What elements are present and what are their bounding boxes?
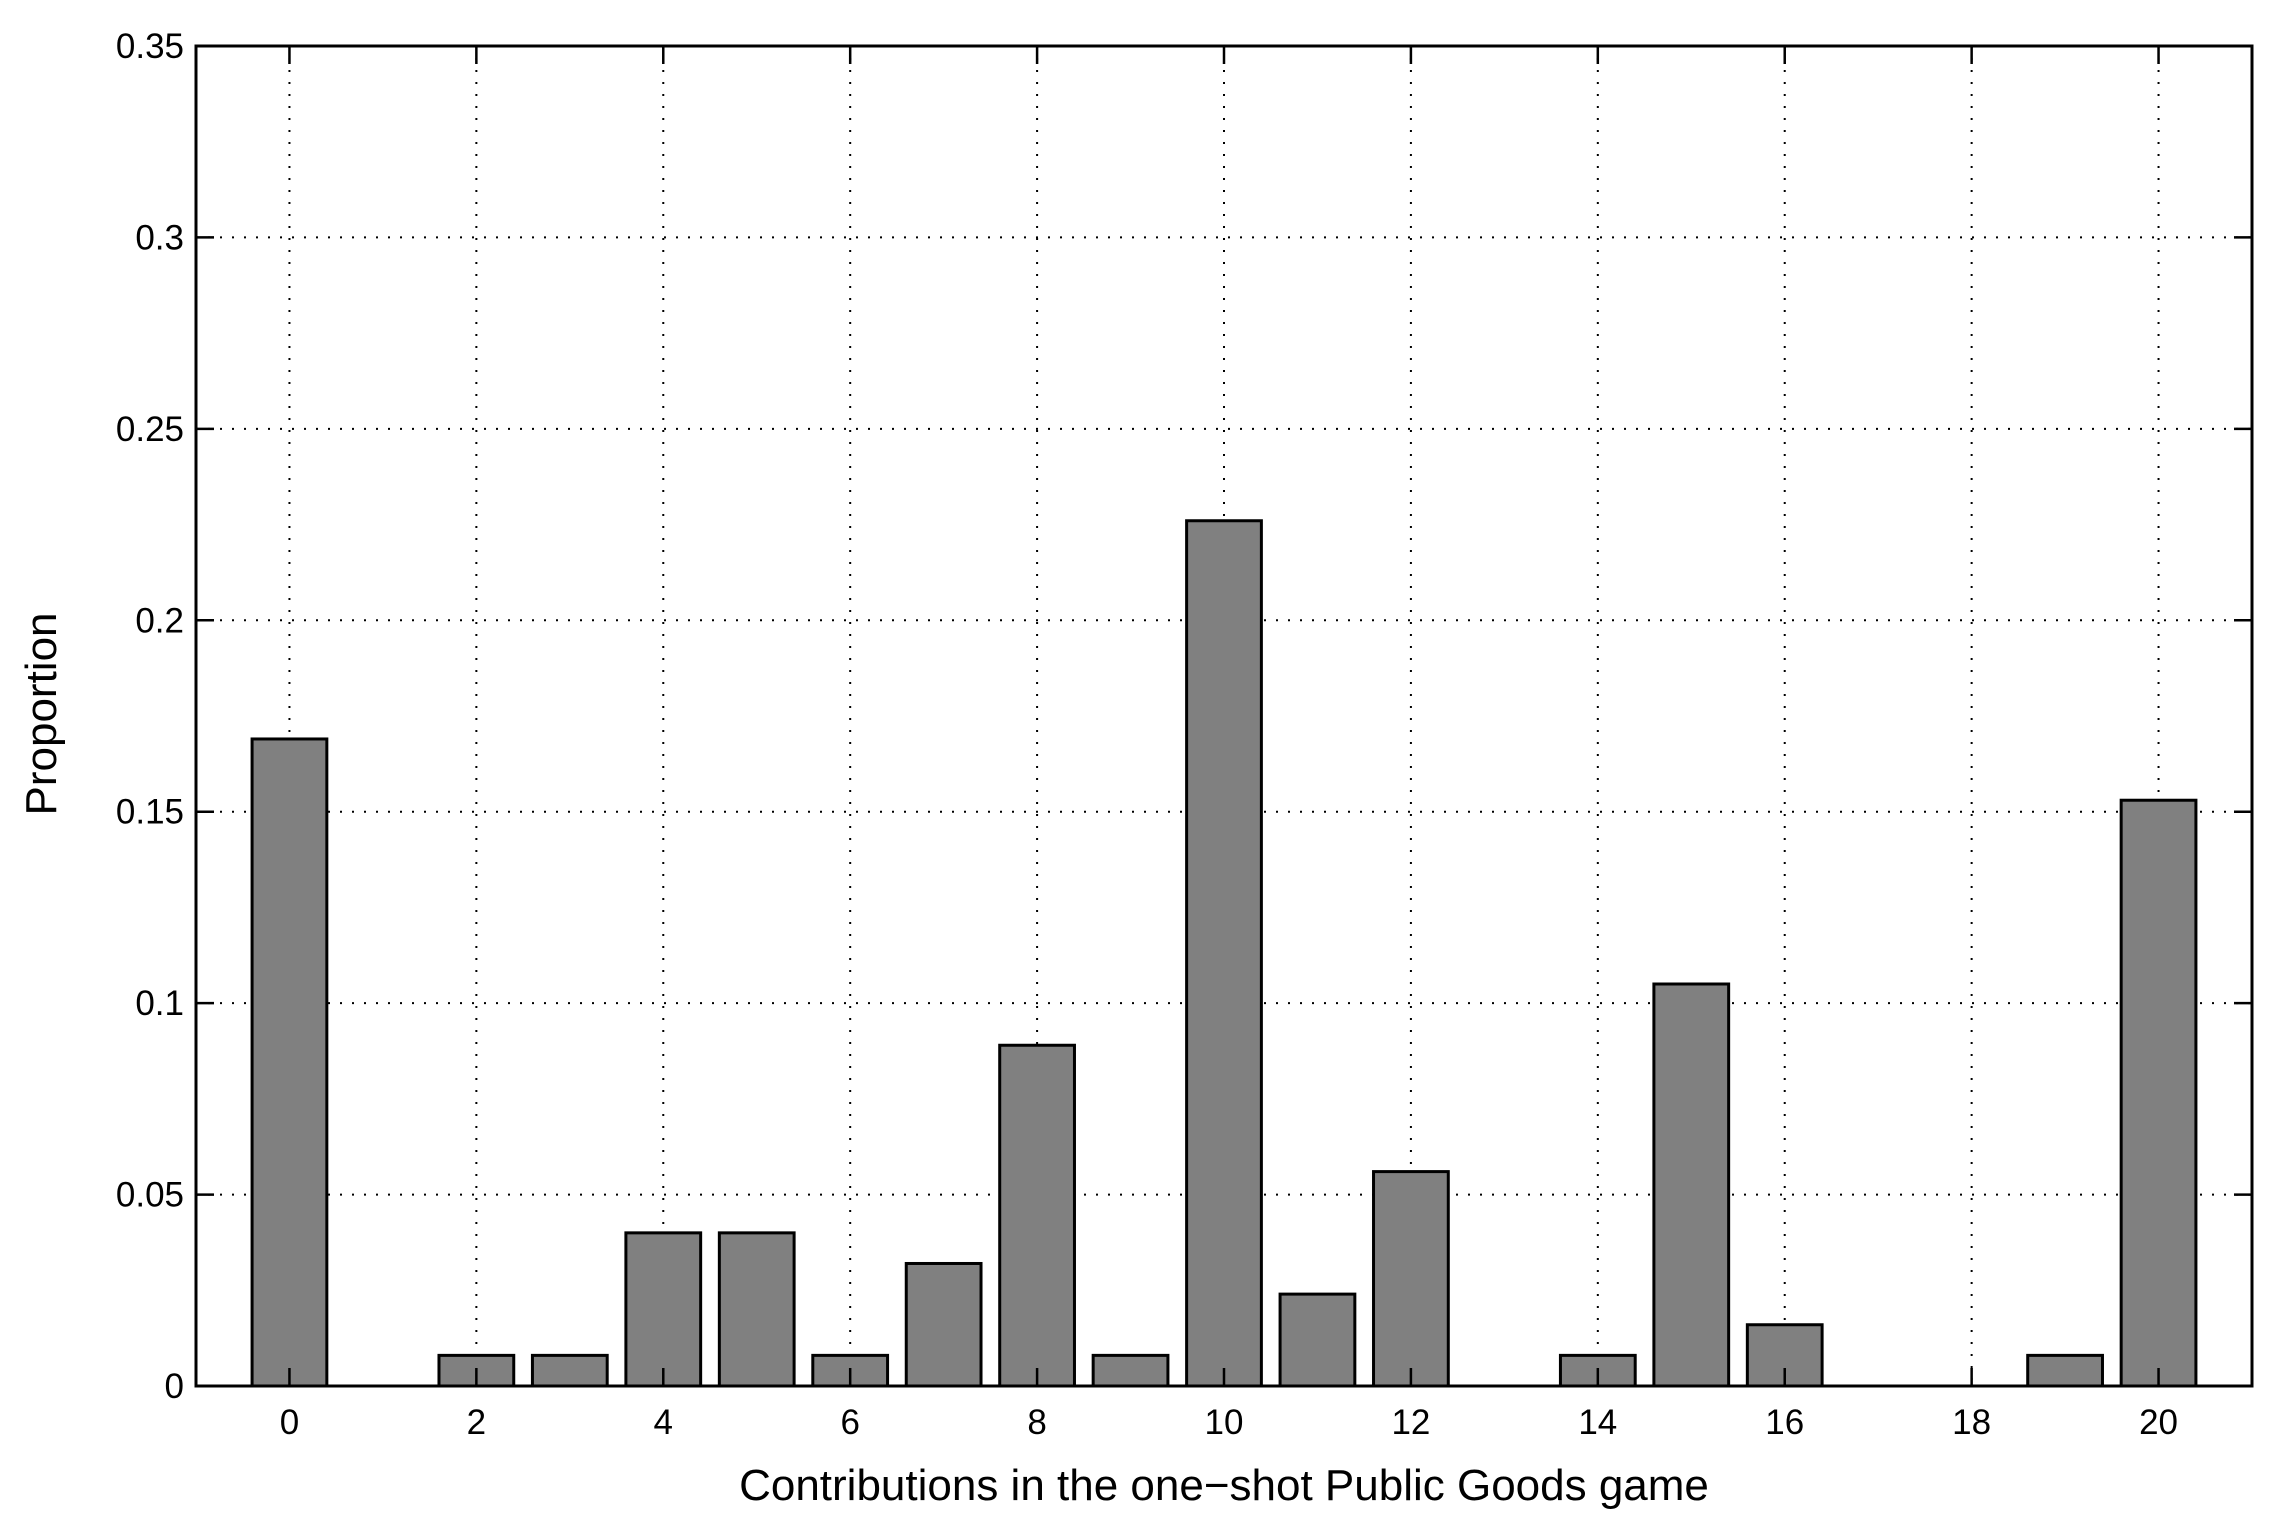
- y-tick-label: 0.2: [135, 601, 184, 640]
- bar-15: [1652, 982, 1731, 1388]
- bar-8: [998, 1043, 1076, 1388]
- ticks: [196, 44, 2252, 1388]
- y-tick-label: 0.3: [135, 218, 184, 257]
- y-tick-label: 0: [165, 1367, 184, 1406]
- bar-0: [250, 737, 329, 1388]
- x-tick-label: 18: [1952, 1403, 1991, 1442]
- y-tick-labels: 0 0.05 0.1 0.15 0.2 0.25 0.3 0.35: [116, 27, 184, 1406]
- bars: [250, 519, 2198, 1388]
- y-tick-label: 0.25: [116, 410, 184, 449]
- x-tick-label: 16: [1765, 1403, 1804, 1442]
- bar-5: [717, 1231, 796, 1388]
- x-tick-label: 12: [1391, 1403, 1430, 1442]
- bar-9: [1091, 1353, 1170, 1388]
- x-tick-label: 0: [280, 1403, 299, 1442]
- x-tick-label: 8: [1027, 1403, 1046, 1442]
- bar-10: [1185, 519, 1263, 1388]
- y-tick-label: 0.15: [116, 793, 184, 832]
- y-tick-label: 0.05: [116, 1176, 184, 1215]
- y-tick-label: 0.35: [116, 27, 184, 66]
- bar-11: [1278, 1292, 1357, 1388]
- bar-20: [2119, 798, 2198, 1388]
- x-axis-label: Contributions in the one−shot Public Goo…: [739, 1461, 1709, 1510]
- bar-3: [530, 1353, 609, 1388]
- y-tick-label: 0.1: [135, 984, 184, 1023]
- bar-7: [904, 1261, 983, 1388]
- x-tick-label: 14: [1578, 1403, 1617, 1442]
- x-tick-label: 6: [840, 1403, 859, 1442]
- bar-12: [1372, 1170, 1450, 1388]
- x-tick-labels: 0 2 4 6 8 10 12 14 16 18 20: [280, 1403, 2178, 1442]
- x-tick-label: 4: [654, 1403, 673, 1442]
- bar-19: [2026, 1353, 2104, 1388]
- x-tick-label: 20: [2139, 1403, 2178, 1442]
- bar-4: [624, 1231, 703, 1388]
- x-tick-label: 10: [1205, 1403, 1244, 1442]
- y-axis-label: Proportion: [17, 612, 66, 815]
- x-tick-label: 2: [467, 1403, 486, 1442]
